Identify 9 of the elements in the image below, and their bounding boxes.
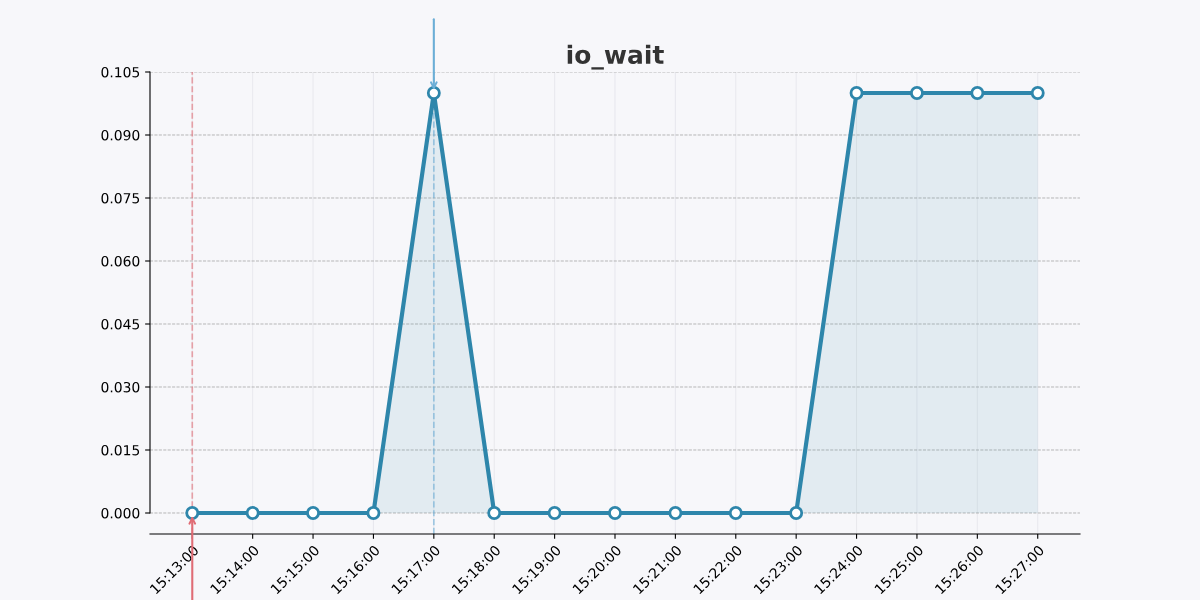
y-tick-label: 0.075 xyxy=(101,192,140,204)
chart-title: io_wait xyxy=(567,44,664,70)
y-tick-label: 0.030 xyxy=(101,381,140,393)
y-tick-label: 0.015 xyxy=(101,444,140,456)
y-tick-label: 0.105 xyxy=(101,66,140,78)
y-tick-label: 0.000 xyxy=(101,507,140,519)
y-tick-label: 0.045 xyxy=(101,318,140,330)
y-tick-label: 0.060 xyxy=(101,255,140,267)
y-tick-label: 0.090 xyxy=(101,129,140,141)
